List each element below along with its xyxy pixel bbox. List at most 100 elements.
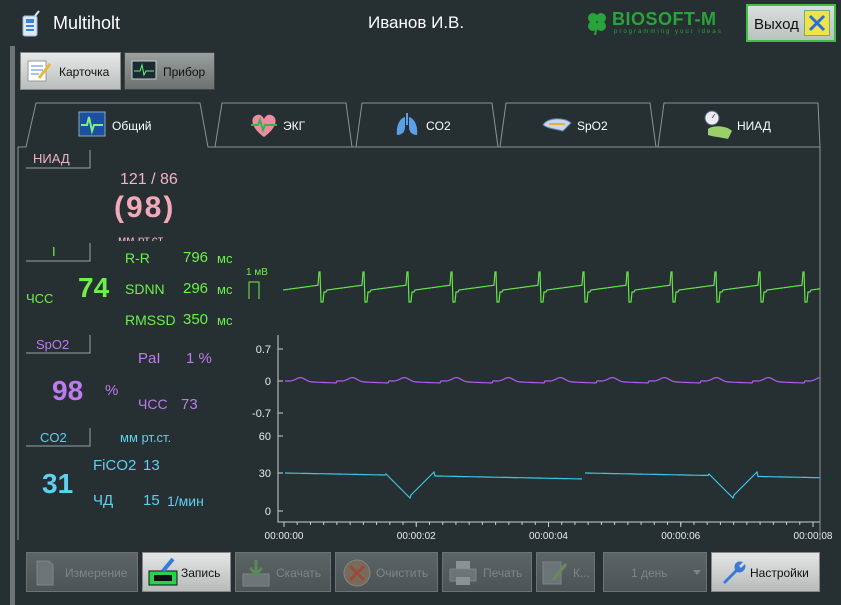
rr-unit: мс <box>217 251 233 266</box>
conclusion-button[interactable]: К... <box>536 552 595 592</box>
x-tick-label: 00:00:08 <box>794 531 833 542</box>
co2-unit: мм рт.ст. <box>120 430 172 445</box>
left-scrollbar[interactable] <box>10 46 15 605</box>
oscilloscope-icon <box>131 60 157 80</box>
nibp-sys-dia: 121 / 86 <box>120 171 178 188</box>
chevron-down-icon <box>693 570 701 575</box>
conclusion-button-label: К... <box>573 566 590 580</box>
pai-value: 1 % <box>186 350 212 367</box>
document-icon <box>36 560 54 586</box>
tab-ecg[interactable]: ЭКГ <box>220 103 350 148</box>
wrench-icon <box>723 561 746 584</box>
calibration-pulse <box>248 281 260 299</box>
record-button[interactable]: Запись <box>142 552 231 592</box>
edit-document-icon <box>542 561 568 585</box>
co2-waveform-segment <box>285 470 582 500</box>
exit-button[interactable]: Выход <box>746 4 836 42</box>
measure-button-label: Измерение <box>65 566 128 580</box>
tab-spo2[interactable]: SpO2 <box>505 103 653 148</box>
pleth-waveform <box>285 377 821 384</box>
lungs-icon <box>396 113 418 135</box>
ecg-monitor-icon <box>78 111 106 137</box>
sdnn-unit: мс <box>217 282 233 297</box>
waveform-chart: 00:00:00 00:00:02 00:00:04 00:00:06 00:00:08… <box>252 271 833 542</box>
ecg-scale-label: 1 мВ <box>246 267 268 278</box>
close-icon <box>804 10 830 36</box>
pai-label: PaI <box>138 350 161 367</box>
tab-nibp[interactable]: НИАД <box>662 103 818 148</box>
clear-button[interactable]: Очистить <box>335 552 438 592</box>
rmssd-value: 350 <box>183 311 209 328</box>
download-button[interactable]: Скачать <box>235 552 331 592</box>
record-button-label: Запись <box>181 566 221 580</box>
print-button-label: Печать <box>483 566 523 580</box>
device-button-label: Прибор <box>163 65 206 79</box>
tab-co2[interactable]: CO2 <box>360 103 495 148</box>
rr-label: R-R <box>125 250 150 266</box>
exit-button-label: Выход <box>754 16 799 33</box>
period-select[interactable]: 1 день <box>603 552 707 592</box>
clear-button-label: Очистить <box>376 566 429 580</box>
clear-icon <box>343 559 371 587</box>
y-tick-label: 0 <box>265 506 271 518</box>
card-icon <box>27 60 52 82</box>
print-button[interactable]: Печать <box>442 552 532 592</box>
download-icon <box>242 560 270 587</box>
fico2-label: FiCO2 <box>93 457 137 474</box>
fico2-value: 13 <box>143 457 160 474</box>
title-bar <box>0 0 841 46</box>
heart-icon <box>251 114 277 137</box>
card-button-label: Карточка <box>59 65 110 79</box>
measure-button[interactable]: Измерение <box>26 552 138 592</box>
clover-logo-icon <box>588 13 606 36</box>
tab-general-label: Общий <box>112 119 152 133</box>
download-button-label: Скачать <box>276 566 321 580</box>
co2-tag: CO2 <box>40 430 67 445</box>
device-button[interactable]: Прибор <box>124 52 215 90</box>
tab-spo2-label: SpO2 <box>577 119 608 133</box>
settings-button[interactable]: Настройки <box>711 552 820 592</box>
resp-rate-unit: 1/мин <box>167 493 204 509</box>
rmssd-label: RMSSD <box>125 312 176 328</box>
resp-rate-value: 15 <box>143 492 160 509</box>
y-tick-label: -0.7 <box>252 408 271 420</box>
spo2-hr-label: ЧСС <box>138 396 168 412</box>
x-tick-label: 00:00:06 <box>661 531 700 542</box>
y-tick-label: 60 <box>259 431 271 443</box>
printer-icon <box>449 561 477 585</box>
nibp-tag: НИАД <box>33 151 70 166</box>
tab-general[interactable]: Общий <box>30 103 205 148</box>
ecg-lead-tag: I <box>52 244 56 259</box>
x-tick-label: 00:00:04 <box>529 531 568 542</box>
tab-nibp-label: НИАД <box>737 119 771 133</box>
recorder-icon <box>148 557 178 586</box>
x-tick-label: 00:00:00 <box>265 531 304 542</box>
finger-sensor-icon <box>542 118 572 132</box>
tab-frame <box>17 102 821 540</box>
y-tick-label: 0 <box>265 376 271 388</box>
ecg-waveform <box>282 271 821 303</box>
y-tick-label: 0.7 <box>256 344 271 356</box>
nibp-mean: (98) <box>114 191 176 224</box>
patient-name: Иванов И.В. <box>368 13 465 32</box>
company-logo: BIOSOFT-M <box>612 9 717 29</box>
sdnn-label: SDNN <box>125 281 165 297</box>
settings-button-label: Настройки <box>750 566 809 580</box>
co2-value: 31 <box>42 468 74 499</box>
spo2-hr-value: 73 <box>181 396 198 413</box>
tab-co2-label: CO2 <box>426 119 451 133</box>
rr-value: 796 <box>183 249 209 266</box>
spo2-value: 98 <box>52 375 84 406</box>
device-icon <box>22 10 40 37</box>
period-select-value: 1 день <box>631 566 668 580</box>
spo2-tag: SpO2 <box>36 337 70 352</box>
ecg-hr-value: 74 <box>78 272 110 303</box>
company-slogan: programming your ideas <box>614 29 723 35</box>
blood-pressure-icon <box>704 110 732 139</box>
app-title: Multiholt <box>53 13 121 33</box>
ecg-hr-label: ЧСС <box>26 291 54 306</box>
sdnn-value: 296 <box>183 280 209 297</box>
card-button[interactable]: Карточка <box>20 52 121 90</box>
rmssd-unit: мс <box>217 313 233 328</box>
co2-waveform-segment <box>585 470 820 500</box>
